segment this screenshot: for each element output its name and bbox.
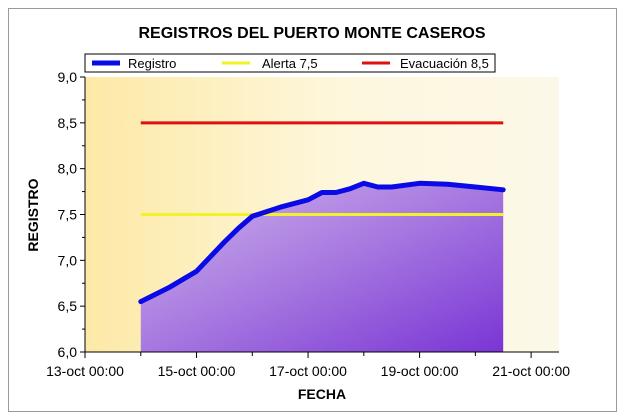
y-tick-label: 6,0 <box>58 344 78 360</box>
legend-label: Registro <box>128 56 176 71</box>
series-area-registro <box>140 183 504 352</box>
y-tick-label: 6,5 <box>58 298 78 314</box>
y-axis-label: REGISTRO <box>25 178 41 251</box>
x-tick-label: 15-oct 00:00 <box>158 363 236 379</box>
x-tick-label: 21-oct 00:00 <box>492 363 570 379</box>
y-tick-label: 9,0 <box>58 69 78 85</box>
legend-label: Evacuación 8,5 <box>400 56 489 71</box>
y-tick-label: 7,0 <box>58 252 78 268</box>
y-tick-label: 8,0 <box>58 161 78 177</box>
legend: Registro Alerta 7,5 Evacuación 8,5 <box>92 56 489 71</box>
legend-label: Alerta 7,5 <box>262 56 318 71</box>
y-tick-label: 7,5 <box>58 207 78 223</box>
chart-title: REGISTROS DEL PUERTO MONTE CASEROS <box>138 25 485 42</box>
legend-box <box>84 53 496 73</box>
x-tick-label: 13-oct 00:00 <box>46 363 124 379</box>
y-tick-label: 8,5 <box>58 115 78 131</box>
series-line-registro <box>138 180 506 305</box>
x-tick-label: 17-oct 00:00 <box>269 363 347 379</box>
x-axis-label: FECHA <box>298 386 346 402</box>
x-tick-label: 19-oct 00:00 <box>381 363 459 379</box>
